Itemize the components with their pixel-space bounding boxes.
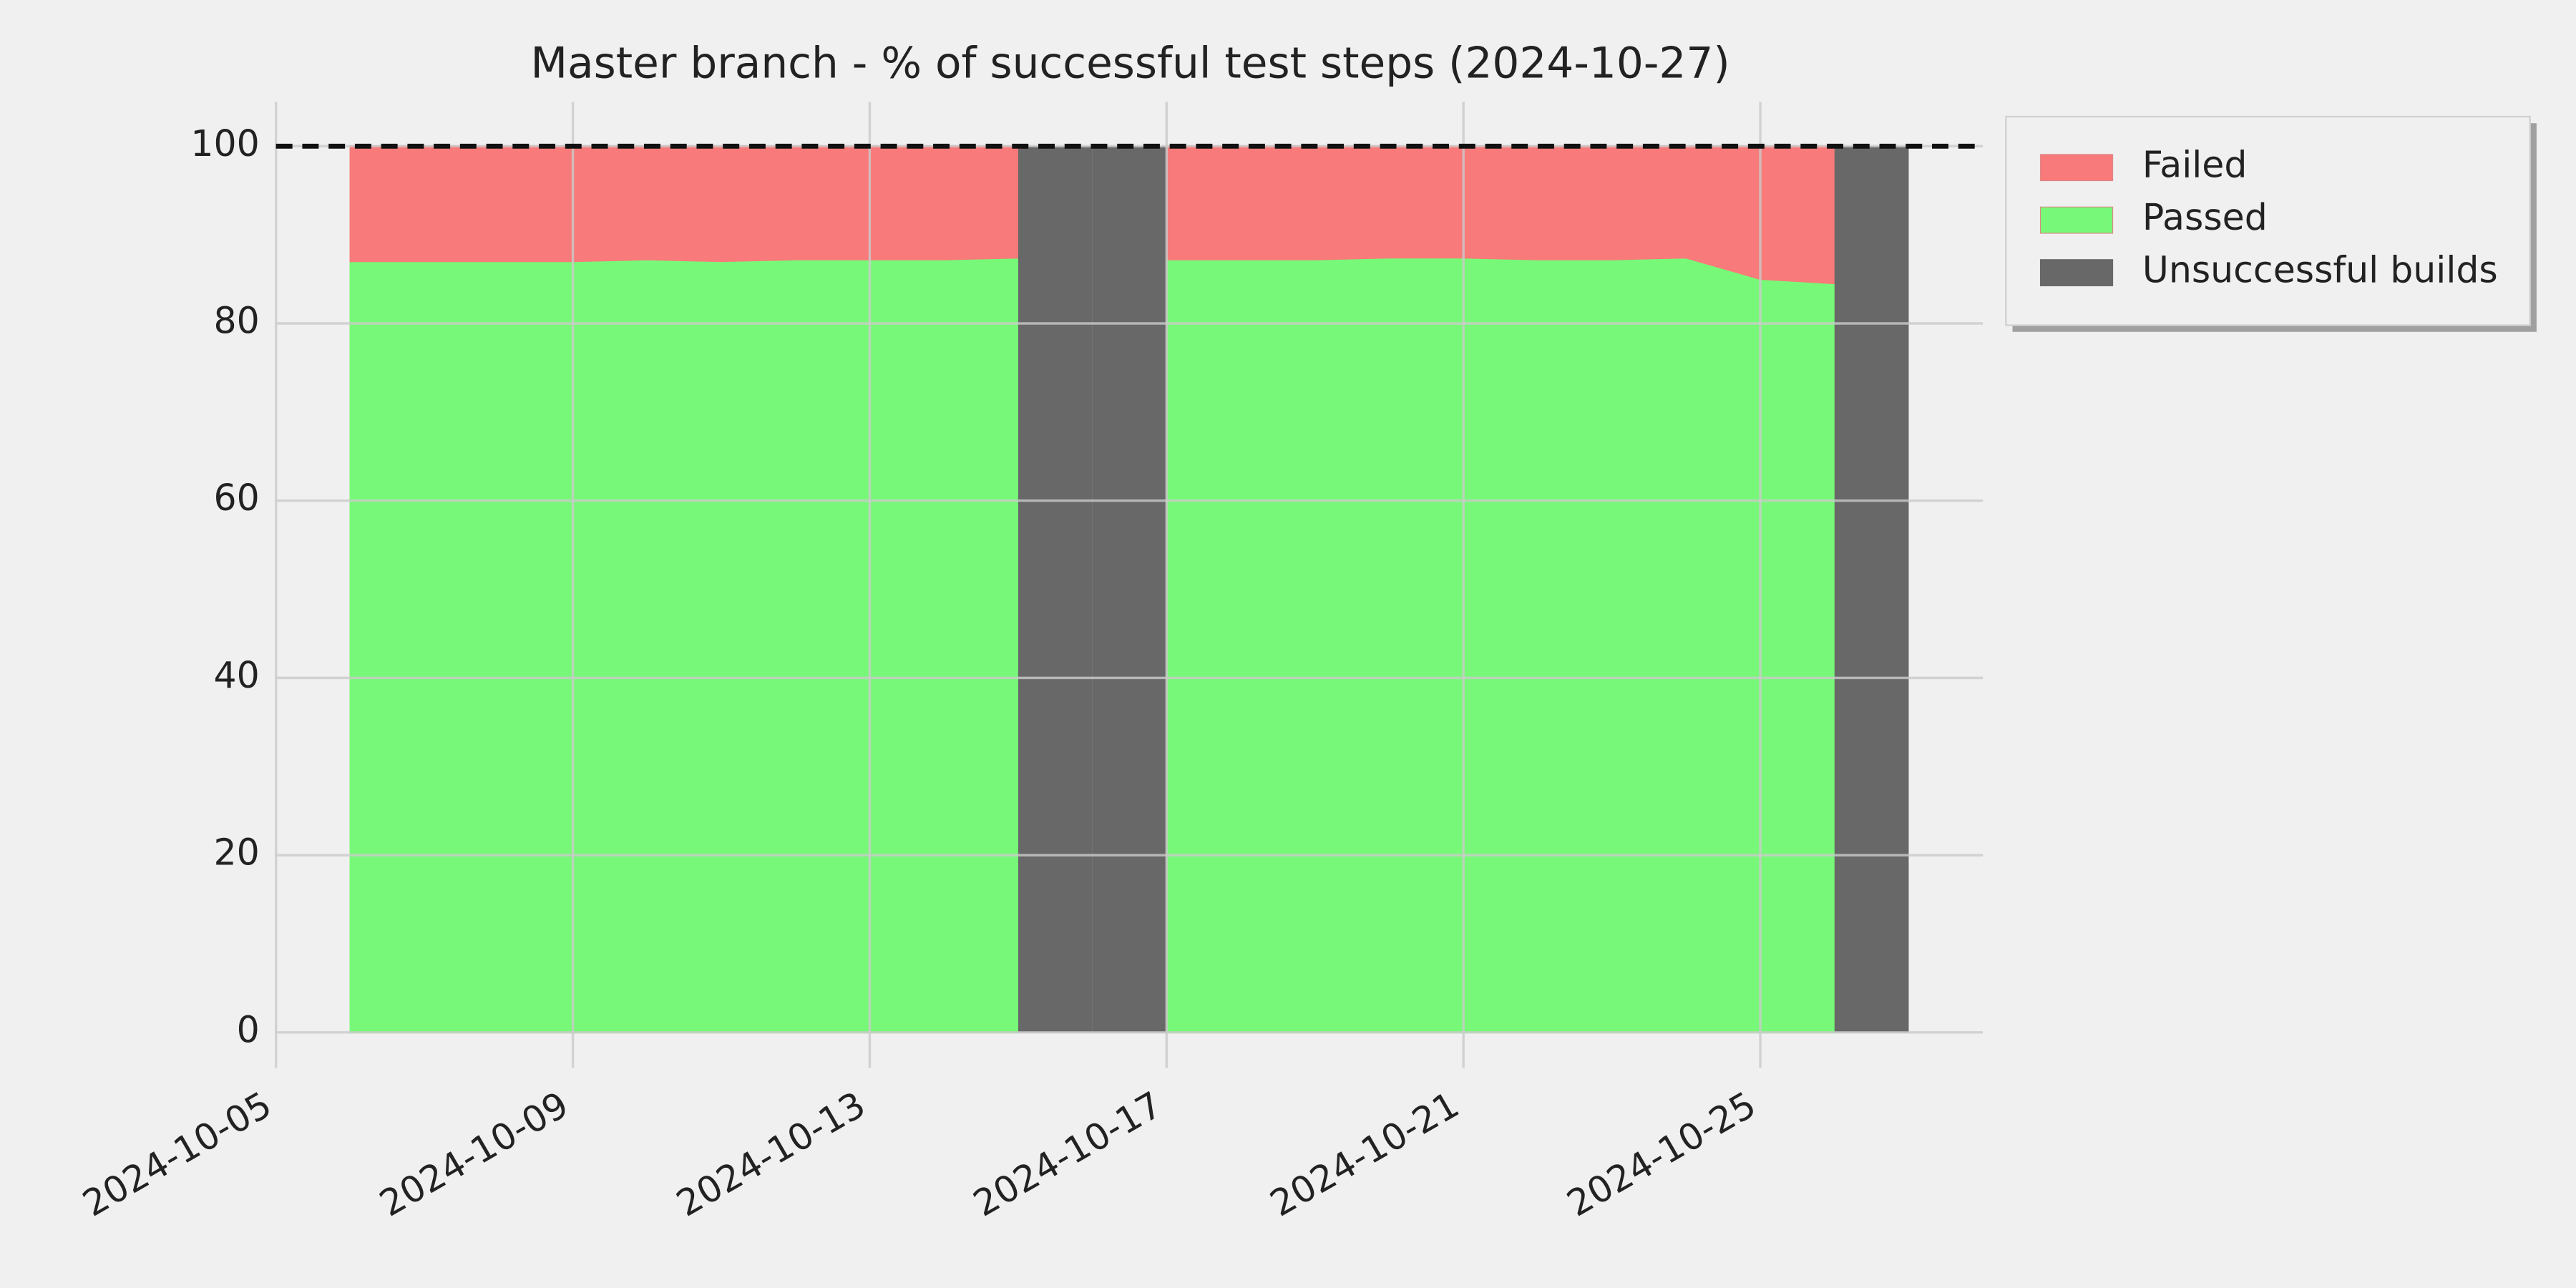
legend-swatch <box>2039 206 2114 234</box>
y-tick-label: 100 <box>190 122 259 165</box>
y-tick-label: 60 <box>213 477 259 519</box>
y-tick-label: 0 <box>237 1008 260 1050</box>
bar <box>1834 146 1909 1033</box>
legend: Failed Passed Unsuccessful builds <box>2005 115 2537 332</box>
y-tick-label: 20 <box>213 831 259 874</box>
y-tick-label: 40 <box>213 654 259 696</box>
y-tick-label: 80 <box>213 299 259 341</box>
legend-label: Passed <box>2142 196 2268 238</box>
legend-swatch <box>2039 259 2114 287</box>
bar <box>1092 146 1167 1033</box>
legend-label: Unsuccessful builds <box>2142 249 2498 291</box>
area <box>1166 257 1835 1033</box>
legend-label: Failed <box>2142 144 2248 186</box>
area <box>349 145 1019 263</box>
data-layer <box>349 145 1909 1033</box>
area <box>349 257 1019 1033</box>
bar <box>1018 146 1093 1033</box>
grid-layer <box>274 102 1984 1068</box>
chart-title: Master branch - % of successful test ste… <box>531 39 1730 88</box>
legend-swatch <box>2039 154 2114 182</box>
